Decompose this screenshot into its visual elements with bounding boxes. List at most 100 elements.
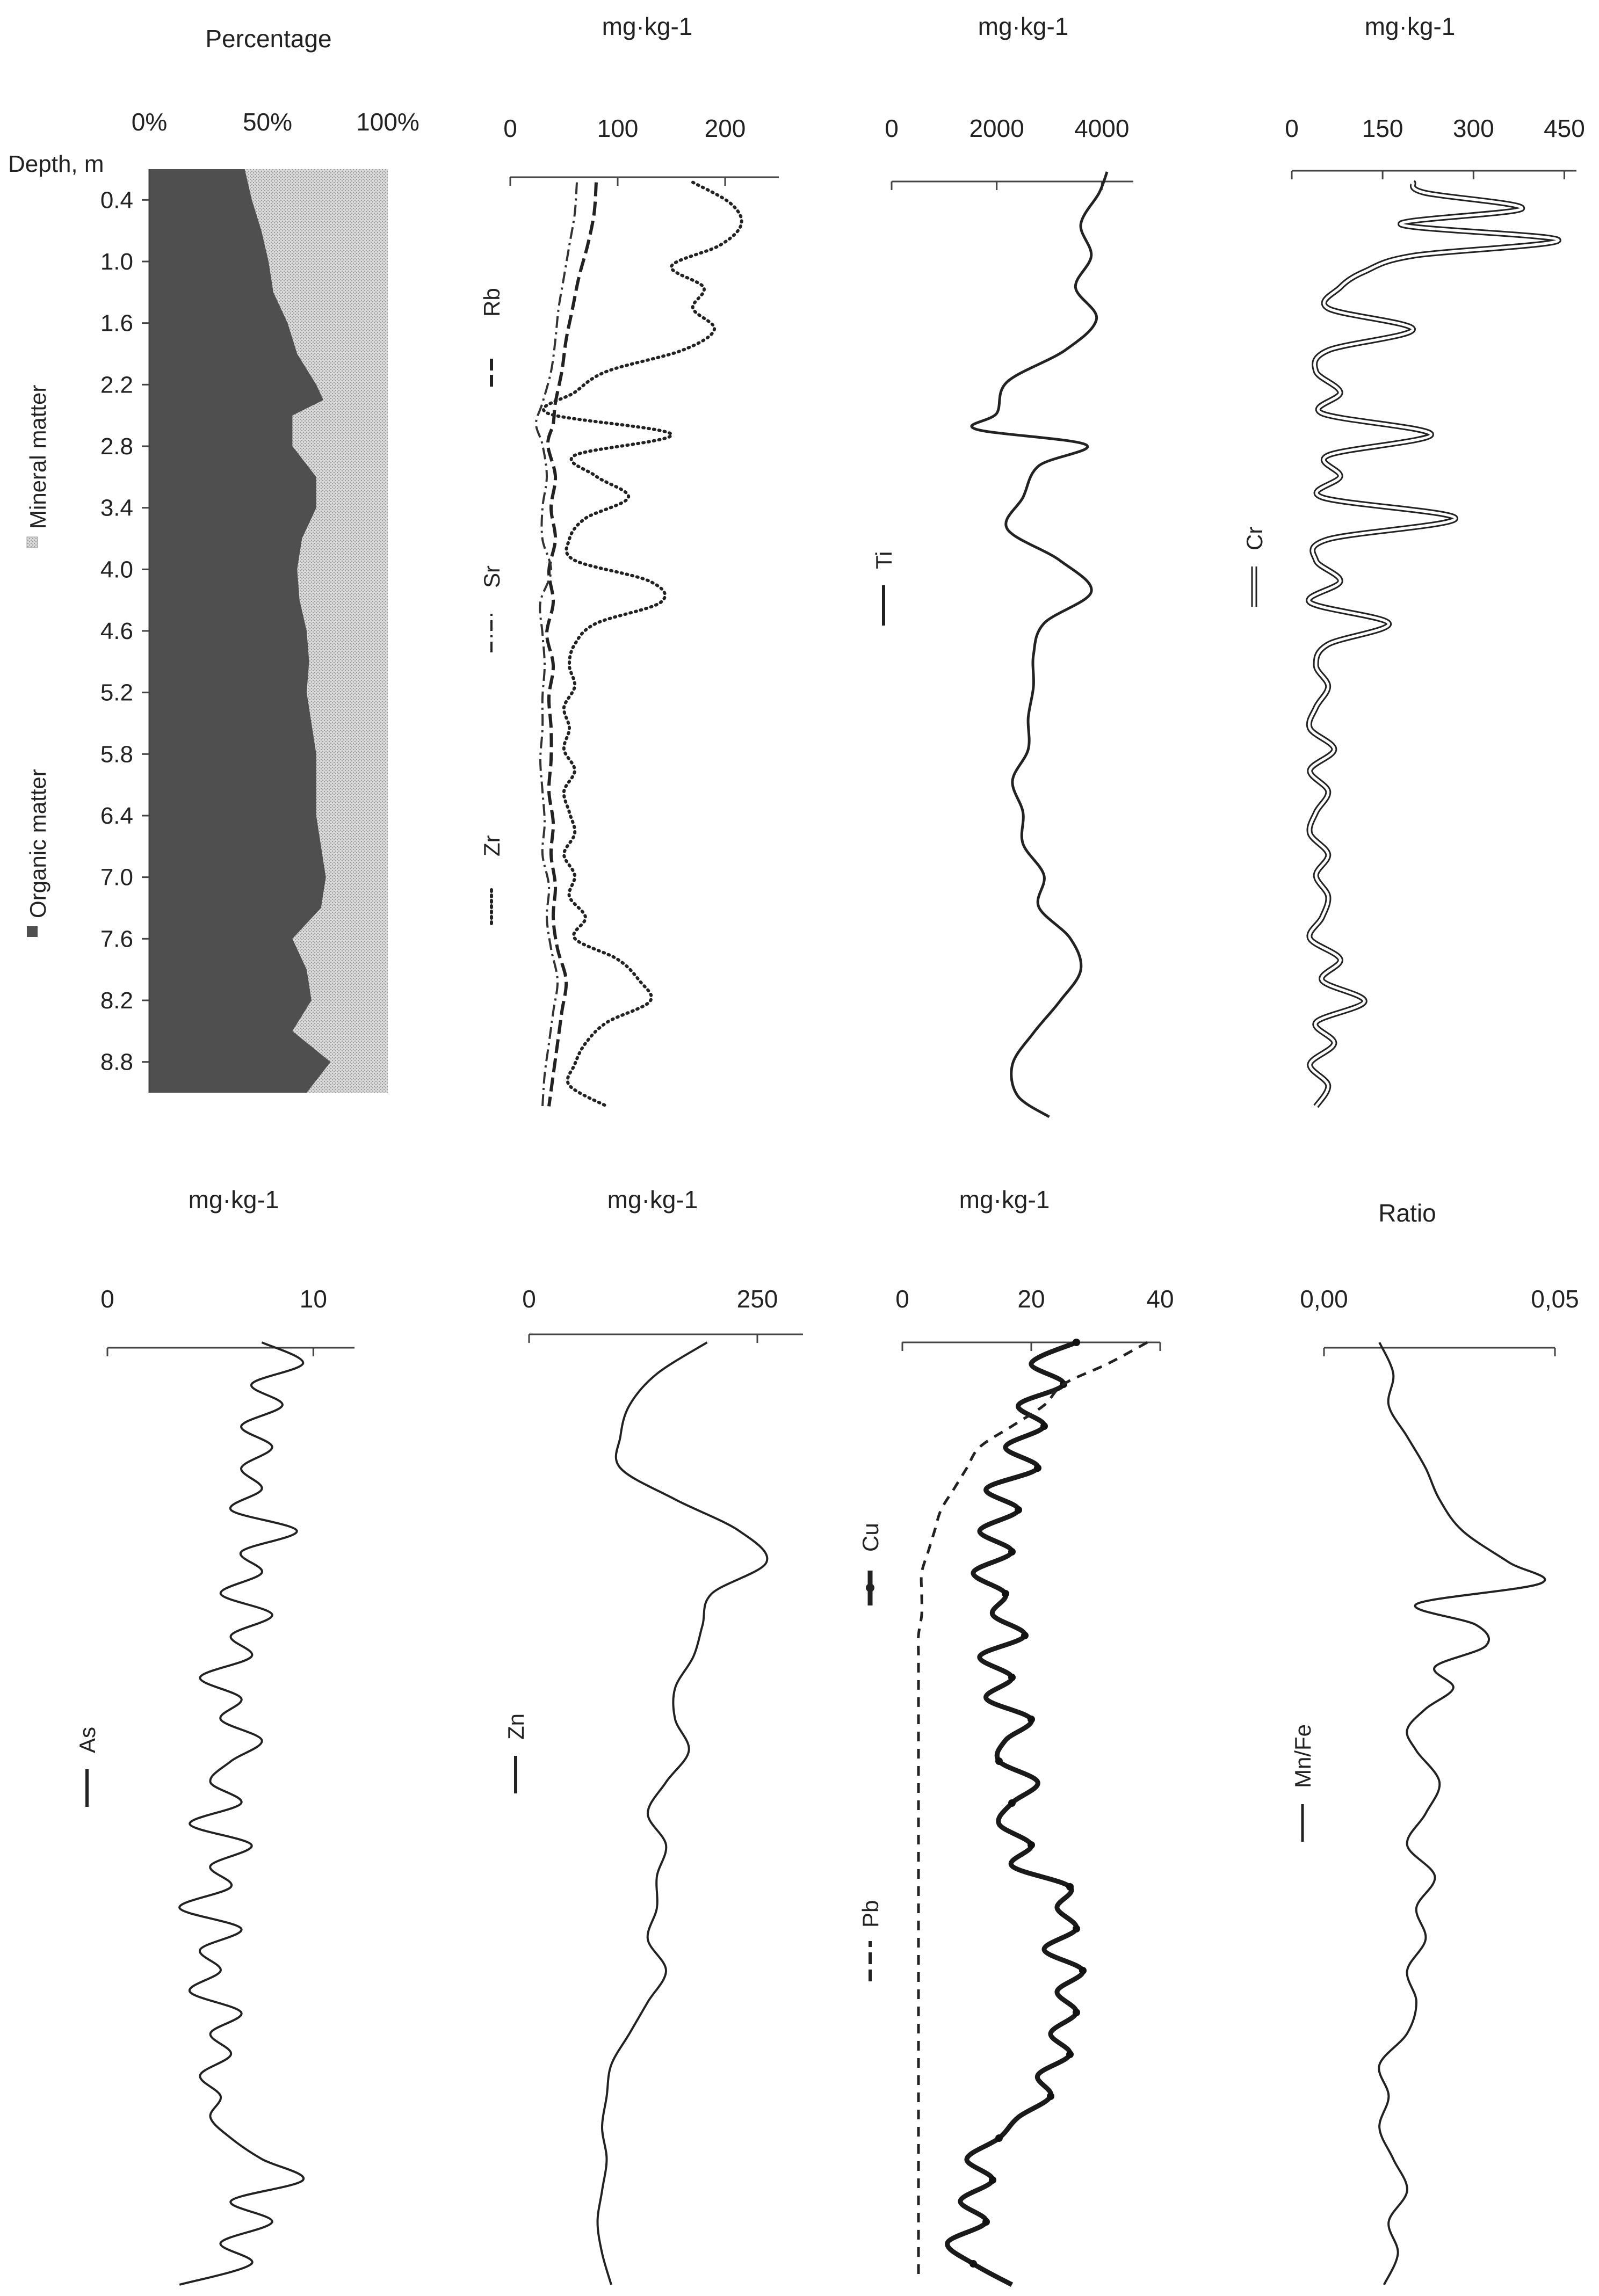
- series-cr-line-inner: [1307, 181, 1560, 1107]
- depth-tick-label: 5.2: [100, 680, 133, 706]
- legend-sr-label: Sr: [479, 565, 504, 588]
- legend-cu: Cu: [858, 1523, 883, 1605]
- depth-ticks: 0.4 1.0 1.6 2.2 2.8 3.4 4.0 4.6 5.2 5.8 6.4 7.0 7.6 8…: [100, 187, 149, 1076]
- legend-pb-label: Pb: [858, 1900, 883, 1928]
- series-lines: [1378, 1342, 1546, 2285]
- cu-point: [1002, 1590, 1009, 1597]
- unit-label: Ratio: [1378, 1199, 1436, 1227]
- legend-sr: Sr: [479, 565, 504, 652]
- unit-label: Percentage: [205, 25, 331, 53]
- cu-point: [1008, 1799, 1016, 1807]
- cu-point: [1079, 1967, 1087, 1974]
- panel-cr: mg·kg-1 0 150 300 450 Cr: [1242, 12, 1585, 1108]
- x-axis: 0 150 300 450: [1285, 114, 1585, 179]
- legend-mn-fe: Mn/Fe: [1290, 1724, 1315, 1842]
- cu-point: [1028, 1841, 1035, 1849]
- cu-point: [982, 2218, 990, 2226]
- depth-tick-label: 2.8: [100, 433, 133, 460]
- unit-label: mg·kg-1: [607, 1186, 698, 1214]
- legend-rb-label: Rb: [479, 288, 504, 317]
- x-tick-label: 0: [503, 114, 517, 142]
- legend-ti: Ti: [871, 551, 896, 626]
- series-ti-line: [970, 171, 1109, 1118]
- depth-tick-label: 5.8: [100, 741, 133, 767]
- series-lines: [596, 1341, 769, 2285]
- x-tick-label: 0,00: [1300, 1285, 1348, 1313]
- x-tick-1: 50%: [243, 108, 292, 136]
- series-lines: [970, 171, 1109, 1118]
- series-zn-line: [596, 1341, 769, 2285]
- depth-axis-label: Depth, m: [8, 151, 104, 177]
- depth-tick-label: 1.6: [100, 310, 133, 337]
- depth-tick-label: 0.4: [100, 187, 133, 213]
- legend-mineral: Mineral matter: [25, 385, 50, 548]
- x-axis: 0 2000 4000: [885, 114, 1133, 190]
- cu-point: [1040, 1422, 1048, 1430]
- series-rb-line: [545, 182, 598, 1107]
- series-cu-line: [945, 1340, 1086, 2287]
- cu-point: [1008, 1548, 1016, 1556]
- depth-tick-label: 2.2: [100, 372, 133, 398]
- panel-mn-fe: Ratio 0,00 0,05 Mn/Fe: [1290, 1199, 1579, 2285]
- panel-ti: mg·kg-1 0 2000 4000 Ti: [871, 12, 1133, 1118]
- x-tick-label: 0: [885, 114, 899, 142]
- legend-cr-label: Cr: [1242, 527, 1267, 550]
- panel-organic-mineral: Percentage 0% 50% 100% Depth, m 0.4 1.0 1.…: [8, 25, 419, 1093]
- legend-organic-swatch: [27, 926, 38, 937]
- x-tick-label: 0: [522, 1285, 536, 1313]
- legend-as-label: As: [75, 1727, 100, 1753]
- legend-ti-label: Ti: [871, 551, 896, 569]
- legend-zn: Zn: [503, 1713, 529, 1793]
- legend-organic-label: Organic matter: [25, 769, 50, 918]
- x-tick-label: 20: [1017, 1285, 1045, 1313]
- unit-label: mg·kg-1: [602, 12, 693, 40]
- legend-cr: Cr: [1242, 527, 1267, 607]
- cu-point: [995, 1757, 1003, 1765]
- x-axis: 0,00 0,05: [1300, 1285, 1579, 1356]
- organic-area: [148, 169, 388, 1093]
- x-tick-label: 10: [300, 1285, 327, 1313]
- depth-tick-label: 4.6: [100, 618, 133, 644]
- cu-point: [1073, 1339, 1080, 1346]
- legend-mineral-swatch: [26, 536, 38, 548]
- x-tick-label: 0: [1285, 114, 1299, 142]
- cu-point: [1034, 1464, 1041, 1472]
- series-lines: [178, 1341, 305, 2286]
- x-tick-2: 100%: [356, 108, 419, 136]
- cu-point: [969, 2260, 977, 2268]
- x-tick-label: 4000: [1074, 114, 1129, 142]
- legend-cu-label: Cu: [858, 1523, 883, 1552]
- legend-cu-marker: [866, 1583, 874, 1592]
- x-tick-label: 150: [1362, 114, 1403, 142]
- legend-mineral-label: Mineral matter: [25, 385, 50, 529]
- cu-point: [1047, 2092, 1054, 2100]
- series-lines: [1306, 180, 1561, 1108]
- x-tick-label: 0: [100, 1285, 114, 1313]
- x-tick-label: 40: [1146, 1285, 1174, 1313]
- cu-point: [989, 2176, 996, 2184]
- panel-zn: mg·kg-1 0 250 Zn: [503, 1186, 803, 2285]
- organic-matter-area: [149, 169, 331, 1093]
- x-tick-label: 0,05: [1531, 1285, 1579, 1313]
- x-tick-label: 0: [895, 1285, 909, 1313]
- cu-point: [1015, 1506, 1022, 1514]
- x-tick-label: 100: [597, 114, 639, 142]
- unit-label: mg·kg-1: [189, 1186, 279, 1214]
- depth-tick-label: 8.8: [100, 1049, 133, 1076]
- depth-tick-label: 1.0: [100, 249, 133, 275]
- unit-label: mg·kg-1: [978, 12, 1069, 40]
- depth-tick-label: 7.6: [100, 926, 133, 952]
- x-tick-label: 250: [737, 1285, 778, 1313]
- cu-point: [1073, 1925, 1080, 1932]
- series-cr-line-outer: [1306, 180, 1561, 1108]
- x-axis: 0 10: [100, 1285, 354, 1356]
- x-tick-0: 0%: [132, 108, 167, 136]
- panel-rb-sr-zr: mg·kg-1 0 100 200 Rb Sr Zr: [479, 12, 779, 1108]
- cu-point: [1066, 2051, 1074, 2058]
- x-tick-label: 300: [1453, 114, 1494, 142]
- cu-point: [1073, 2009, 1080, 2016]
- legend-mn-fe-label: Mn/Fe: [1290, 1724, 1315, 1788]
- panel-as: mg·kg-1 0 10 As: [75, 1186, 354, 2286]
- x-tick-label: 2000: [969, 114, 1024, 142]
- series-zr-line: [541, 180, 743, 1108]
